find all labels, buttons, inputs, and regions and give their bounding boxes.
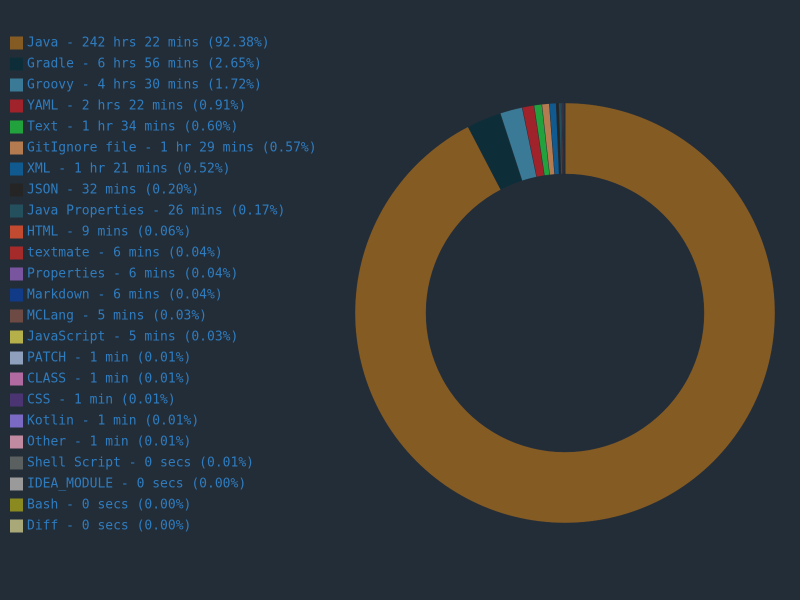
legend-swatch <box>10 36 23 50</box>
legend-label: JSON - 32 mins (0.20%) <box>27 183 199 198</box>
legend-label: CLASS - 1 min (0.01%) <box>27 372 191 387</box>
legend-label: Java Properties - 26 mins (0.17%) <box>27 204 285 219</box>
legend-swatch <box>10 288 23 302</box>
legend-label: textmate - 6 mins (0.04%) <box>27 246 223 261</box>
legend-label: GitIgnore file - 1 hr 29 mins (0.57%) <box>27 141 317 156</box>
legend-label: HTML - 9 mins (0.06%) <box>27 225 191 240</box>
legend-swatch <box>10 309 23 323</box>
legend-swatch <box>10 435 23 449</box>
legend-swatch <box>10 372 23 386</box>
legend-swatch <box>10 498 23 512</box>
legend-swatch <box>10 57 23 71</box>
legend-label: Properties - 6 mins (0.04%) <box>27 267 238 282</box>
legend-label: Markdown - 6 mins (0.04%) <box>27 288 223 303</box>
legend-swatch <box>10 99 23 113</box>
legend-swatch <box>10 351 23 365</box>
legend-swatch <box>10 267 23 281</box>
legend-label: Gradle - 6 hrs 56 mins (2.65%) <box>27 57 262 72</box>
legend-label: CSS - 1 min (0.01%) <box>27 393 176 408</box>
legend-label: Diff - 0 secs (0.00%) <box>27 519 191 534</box>
legend-swatch <box>10 120 23 134</box>
legend-swatch <box>10 183 23 197</box>
legend-swatch <box>10 393 23 407</box>
legend-label: XML - 1 hr 21 mins (0.52%) <box>27 162 231 177</box>
legend-label: PATCH - 1 min (0.01%) <box>27 351 191 366</box>
donut-slice <box>354 102 776 524</box>
legend-label: YAML - 2 hrs 22 mins (0.91%) <box>27 99 246 114</box>
legend-label: MCLang - 5 mins (0.03%) <box>27 309 207 324</box>
legend-swatch <box>10 78 23 92</box>
legend-swatch <box>10 456 23 470</box>
legend-swatch <box>10 519 23 533</box>
legend-label: Java - 242 hrs 22 mins (92.38%) <box>27 36 270 51</box>
legend-label: IDEA_MODULE - 0 secs (0.00%) <box>27 477 246 492</box>
legend-swatch <box>10 204 23 218</box>
legend-label: Text - 1 hr 34 mins (0.60%) <box>27 120 238 135</box>
legend-label: Other - 1 min (0.01%) <box>27 435 191 450</box>
legend-label: Bash - 0 secs (0.00%) <box>27 498 191 513</box>
legend-swatch <box>10 330 23 344</box>
legend-swatch <box>10 225 23 239</box>
legend-swatch <box>10 414 23 428</box>
legend-swatch <box>10 141 23 155</box>
legend-label: JavaScript - 5 mins (0.03%) <box>27 330 238 345</box>
legend-swatch <box>10 246 23 260</box>
legend-label: Shell Script - 0 secs (0.01%) <box>27 456 254 471</box>
legend-swatch <box>10 477 23 491</box>
legend-swatch <box>10 162 23 176</box>
legend-label: Kotlin - 1 min (0.01%) <box>27 414 199 429</box>
legend-label: Groovy - 4 hrs 30 mins (1.72%) <box>27 78 262 93</box>
